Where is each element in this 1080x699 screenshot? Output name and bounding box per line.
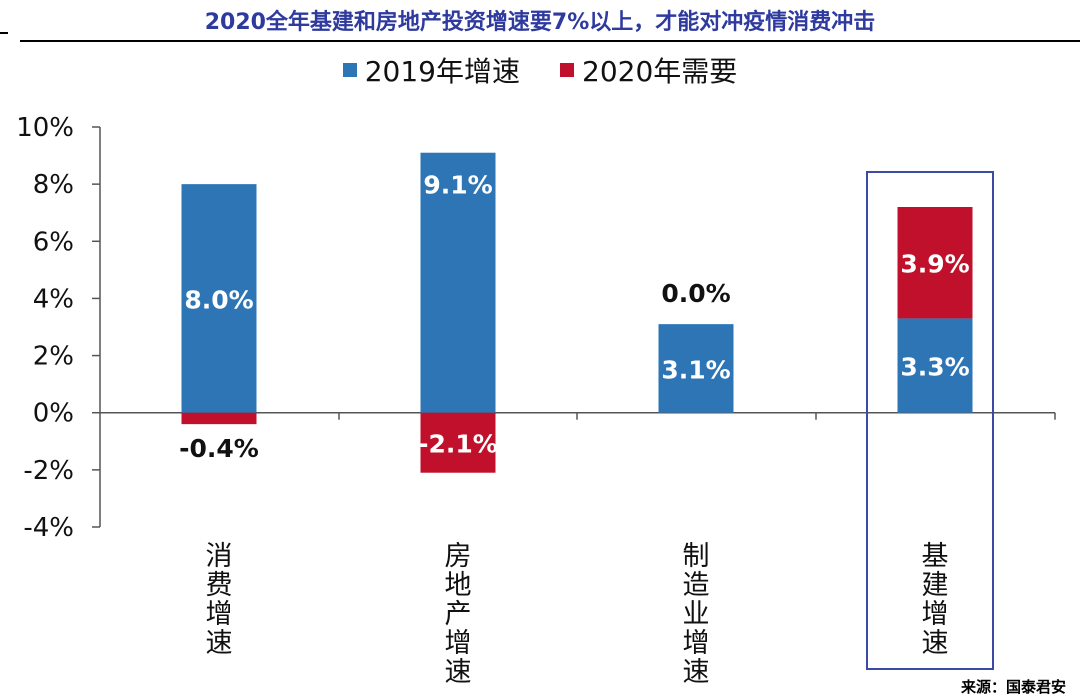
y-tick-label: -2%: [23, 456, 74, 486]
category-label-char: 房: [445, 541, 472, 572]
category-label-char: 建: [922, 570, 949, 601]
data-label-2019: 3.3%: [900, 353, 969, 382]
y-tick-label: 8%: [33, 170, 74, 200]
data-label-2019: 8.0%: [184, 285, 253, 314]
source-note: 来源：国泰君安: [960, 678, 1066, 696]
bar-2019: [420, 152, 496, 413]
bar-2019: [658, 324, 734, 413]
bar-2019: [897, 318, 973, 413]
y-tick-label: 10%: [16, 113, 74, 143]
highlight-box: [866, 171, 994, 670]
category-label-char: 速: [445, 657, 472, 688]
y-tick-label: 6%: [33, 227, 74, 257]
bar-2020: [181, 412, 257, 425]
bar-2019: [181, 184, 257, 413]
legend-label-2019: 2019年增速: [364, 55, 520, 88]
data-label-2020: -0.4%: [179, 434, 259, 463]
legend-item-2019: 2019年增速: [342, 50, 520, 90]
category-label-char: 增: [683, 628, 710, 659]
category-label-char: 速: [922, 628, 949, 659]
category-label-char: 业: [683, 599, 710, 630]
legend-swatch-2020: [560, 63, 574, 77]
legend-label-2020: 2020年需要: [582, 55, 738, 88]
category-label-char: 产: [445, 599, 472, 630]
y-tick-label: 2%: [33, 342, 74, 372]
category-label-char: 制: [683, 541, 710, 572]
chart-title: 2020全年基建和房地产投资增速要7%以上，才能对冲疫情消费冲击: [204, 10, 876, 35]
category-label-char: 基: [922, 541, 949, 572]
category-label-char: 费: [206, 570, 233, 601]
bar-2020: [897, 207, 973, 319]
category-label-char: 速: [206, 628, 233, 659]
category-label-char: 消: [206, 541, 233, 572]
legend: 2019年增速 2020年需要: [0, 50, 1080, 90]
legend-swatch-2019: [342, 63, 357, 77]
data-label-2020: 3.9%: [900, 250, 969, 279]
category-label-char: 速: [683, 657, 710, 688]
bar-2020: [420, 412, 496, 473]
title-rule: [20, 40, 1080, 42]
data-label-2020: 0.0%: [661, 279, 730, 308]
legend-item-2020: 2020年需要: [560, 50, 737, 90]
data-label-2020: -2.1%: [418, 430, 498, 459]
y-tick-label: 4%: [33, 284, 74, 314]
y-tick-label: 0%: [33, 399, 74, 429]
category-label-char: 地: [445, 570, 472, 601]
data-label-2019: 9.1%: [423, 171, 492, 200]
category-label-char: 增: [206, 599, 233, 630]
data-label-2019: 3.1%: [661, 355, 730, 384]
category-label-char: 造: [683, 570, 710, 601]
title-left-dash: [0, 32, 8, 34]
category-label-char: 增: [922, 599, 949, 630]
y-tick-label: -4%: [23, 513, 74, 543]
category-label-char: 增: [445, 628, 472, 659]
